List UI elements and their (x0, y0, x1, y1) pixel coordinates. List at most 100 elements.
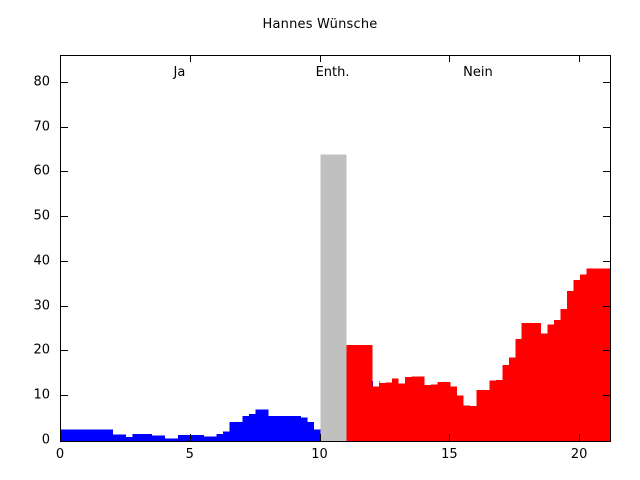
bar-nein (346, 344, 354, 441)
bar-nein (573, 279, 581, 441)
y-axis-tick-mark-right (603, 305, 610, 307)
bar-ja (132, 433, 139, 441)
bar-nein (359, 344, 366, 441)
bar-nein (528, 322, 535, 441)
x-axis-tick-mark-top (449, 55, 451, 62)
y-axis-tick-mark (61, 350, 68, 352)
bar-ja (145, 433, 152, 441)
category-label-enth: Enth. (315, 64, 350, 80)
x-axis-tick-mark-top (579, 55, 581, 62)
y-axis-tick-mark-right (603, 126, 610, 128)
y-axis-tick-label: 50 (33, 208, 50, 224)
y-axis-tick-mark (61, 216, 68, 218)
bar-ja (151, 435, 159, 441)
bar-nein (502, 364, 509, 441)
bar-ja (242, 415, 250, 441)
bar-ja (203, 436, 211, 441)
bar-ja (262, 409, 269, 441)
histogram-bars (61, 154, 610, 441)
bar-ja (301, 417, 308, 441)
bar-nein (593, 268, 600, 441)
bar-ja (275, 415, 282, 441)
bar-ja (158, 435, 165, 441)
plot-area (60, 55, 611, 442)
bar-ja (177, 435, 185, 441)
bar-ja (125, 436, 133, 441)
y-axis-tick-mark (61, 395, 68, 397)
x-axis-tick-label: 15 (441, 447, 458, 462)
bar-nein (580, 274, 587, 441)
bar-nein (443, 381, 451, 441)
bar-ja (268, 415, 276, 441)
bar-nein (417, 376, 425, 441)
bar-ja (294, 415, 302, 441)
bar-nein (385, 382, 392, 441)
bar-ja (138, 433, 146, 441)
bar-nein (450, 386, 457, 441)
y-axis-tick-label: 60 (33, 163, 50, 179)
y-axis-tick-label: 10 (33, 387, 50, 403)
bar-ja (93, 429, 100, 441)
bar-ja (86, 429, 94, 441)
bar-nein (547, 324, 555, 441)
y-axis-tick-label: 40 (33, 253, 50, 269)
x-axis-tick-label: 20 (570, 447, 588, 462)
bar-ja (119, 434, 126, 441)
bar-ja (73, 429, 81, 441)
y-axis-tick-mark (61, 81, 68, 83)
bar-nein (606, 268, 610, 441)
x-axis-tick-mark (579, 434, 581, 441)
plot-inner (61, 56, 610, 441)
y-axis-tick-label: 0 (41, 432, 50, 448)
bar-ja (223, 431, 230, 441)
bar-ja (184, 435, 191, 441)
y-axis-tick-label: 30 (33, 298, 50, 314)
bar-nein (353, 344, 360, 441)
bar-ja (307, 422, 315, 441)
bar-nein (521, 322, 529, 441)
bar-nein (508, 357, 516, 441)
bar-ja (281, 415, 289, 441)
y-axis-tick-mark (61, 260, 68, 262)
y-axis-tick-mark-right (603, 171, 610, 173)
bar-ja (236, 421, 243, 441)
x-axis-tick-mark (319, 434, 321, 441)
bar-ja (164, 438, 172, 441)
bar-nein (366, 344, 373, 441)
bar-nein (456, 395, 464, 441)
bar-nein (515, 338, 522, 441)
bar-nein (560, 308, 568, 441)
bar-nein (599, 268, 607, 441)
bar-ja (229, 421, 237, 441)
bar-ja (210, 436, 217, 441)
x-axis-tick-mark (189, 434, 191, 441)
bar-nein (482, 389, 490, 441)
y-axis-tick-label: 70 (33, 119, 50, 135)
y-axis-tick-mark-right (603, 81, 610, 83)
bar-ja (112, 434, 120, 441)
bar-nein (437, 381, 444, 441)
bar-nein (476, 389, 483, 441)
bar-nein (489, 380, 496, 441)
bar-nein (372, 386, 379, 441)
x-axis-tick-mark-top (189, 55, 191, 62)
bar-ja (216, 433, 224, 441)
bar-nein (411, 376, 418, 441)
bar-ja (67, 429, 74, 441)
bar-ja (171, 438, 178, 441)
bar-nein (567, 291, 574, 441)
y-axis-tick-label: 20 (33, 342, 50, 358)
bar-nein (554, 320, 561, 441)
bar-nein (398, 383, 405, 441)
bar-ja (61, 429, 68, 441)
bar-nein (378, 382, 386, 441)
bar-nein (586, 268, 594, 441)
bar-nein (430, 384, 438, 441)
category-label-ja: Ja (173, 64, 186, 80)
bar-ja (190, 435, 198, 441)
x-axis-tick-label: 5 (185, 447, 194, 462)
bar-nein (534, 322, 542, 441)
bar-ja (106, 429, 113, 441)
x-axis-tick-mark-top (319, 55, 321, 62)
